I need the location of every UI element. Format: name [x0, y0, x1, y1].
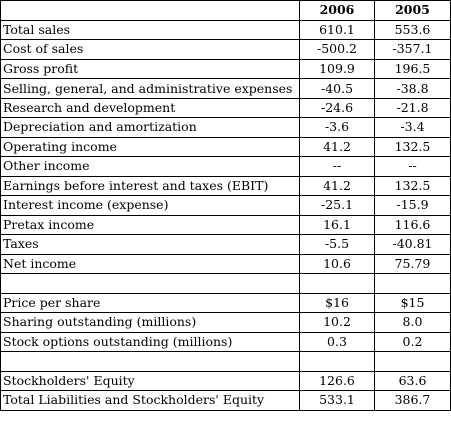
row-label: Pretax income: [0, 214, 300, 235]
table-body: Total sales 610.1 553.6 Cost of sales -500.2…: [0, 19, 451, 411]
value-2006: -40.5: [299, 78, 375, 99]
value-2006: -24.6: [299, 97, 375, 118]
row-label: [0, 351, 300, 372]
table-row: Stockholders' Equity 126.6 63.6: [0, 370, 451, 391]
value-2006: -5.5: [299, 234, 375, 255]
value-2005: 116.6: [374, 214, 451, 235]
value-2005: $15: [374, 292, 451, 313]
value-2006: 41.2: [299, 175, 375, 196]
table-row: Operating income 41.2 132.5: [0, 136, 451, 157]
row-label: Stockholders' Equity: [0, 370, 300, 391]
value-2005: -357.1: [374, 39, 451, 60]
value-2006: --: [299, 156, 375, 177]
table-row: Net income 10.6 75.79: [0, 253, 451, 274]
value-2006: 10.6: [299, 253, 375, 274]
table-row: Interest income (expense) -25.1 -15.9: [0, 195, 451, 216]
table-header-row: 2006 2005: [0, 0, 451, 21]
value-2005: 63.6: [374, 370, 451, 391]
value-2005: 0.2: [374, 331, 451, 352]
row-label: Sharing outstanding (millions): [0, 312, 300, 333]
row-label: [0, 273, 300, 294]
row-label: Gross profit: [0, 58, 300, 79]
row-label: Stock options outstanding (millions): [0, 331, 300, 352]
value-2005: -3.4: [374, 117, 451, 138]
financial-statement-table: 2006 2005 Total sales 610.1 553.6 Cost of s…: [0, 0, 451, 411]
value-2006: [299, 351, 375, 372]
table-row: Other income -- --: [0, 156, 451, 177]
row-label: Cost of sales: [0, 39, 300, 60]
value-2006: 109.9: [299, 58, 375, 79]
row-label: Price per share: [0, 292, 300, 313]
value-2006: -25.1: [299, 195, 375, 216]
value-2005: -21.8: [374, 97, 451, 118]
value-2006: 610.1: [299, 19, 375, 40]
table-row: [0, 351, 451, 372]
header-year-2006: 2006: [299, 0, 375, 21]
row-label: Total Liabilities and Stockholders' Equi…: [0, 390, 300, 411]
value-2006: 10.2: [299, 312, 375, 333]
value-2005: [374, 273, 451, 294]
value-2006: -500.2: [299, 39, 375, 60]
value-2005: 8.0: [374, 312, 451, 333]
table-row: [0, 273, 451, 294]
value-2005: 553.6: [374, 19, 451, 40]
header-year-2005: 2005: [374, 0, 451, 21]
value-2006: 41.2: [299, 136, 375, 157]
table-row: Total Liabilities and Stockholders' Equi…: [0, 390, 451, 411]
table-row: Total sales 610.1 553.6: [0, 19, 451, 40]
value-2005: 132.5: [374, 175, 451, 196]
value-2006: $16: [299, 292, 375, 313]
row-label: Research and development: [0, 97, 300, 118]
row-label: Depreciation and amortization: [0, 117, 300, 138]
table-row: Price per share $16 $15: [0, 292, 451, 313]
value-2006: 16.1: [299, 214, 375, 235]
value-2006: 126.6: [299, 370, 375, 391]
row-label: Other income: [0, 156, 300, 177]
table-row: Research and development -24.6 -21.8: [0, 97, 451, 118]
value-2005: 75.79: [374, 253, 451, 274]
value-2006: 0.3: [299, 331, 375, 352]
table-row: Cost of sales -500.2 -357.1: [0, 39, 451, 60]
row-label: Total sales: [0, 19, 300, 40]
row-label: Taxes: [0, 234, 300, 255]
row-label: Operating income: [0, 136, 300, 157]
value-2006: -3.6: [299, 117, 375, 138]
table-row: Depreciation and amortization -3.6 -3.4: [0, 117, 451, 138]
table-row: Sharing outstanding (millions) 10.2 8.0: [0, 312, 451, 333]
value-2005: --: [374, 156, 451, 177]
header-label-cell: [0, 0, 300, 21]
table-row: Pretax income 16.1 116.6: [0, 214, 451, 235]
row-label: Net income: [0, 253, 300, 274]
value-2005: 132.5: [374, 136, 451, 157]
row-label: Earnings before interest and taxes (EBIT…: [0, 175, 300, 196]
table-row: Earnings before interest and taxes (EBIT…: [0, 175, 451, 196]
row-label: Selling, general, and administrative exp…: [0, 78, 300, 99]
value-2005: -15.9: [374, 195, 451, 216]
table-row: Selling, general, and administrative exp…: [0, 78, 451, 99]
table-row: Taxes -5.5 -40.81: [0, 234, 451, 255]
value-2005: -40.81: [374, 234, 451, 255]
row-label: Interest income (expense): [0, 195, 300, 216]
table-row: Gross profit 109.9 196.5: [0, 58, 451, 79]
value-2005: -38.8: [374, 78, 451, 99]
value-2005: 196.5: [374, 58, 451, 79]
value-2006: [299, 273, 375, 294]
value-2005: 386.7: [374, 390, 451, 411]
value-2006: 533.1: [299, 390, 375, 411]
value-2005: [374, 351, 451, 372]
table-row: Stock options outstanding (millions) 0.3 0…: [0, 331, 451, 352]
